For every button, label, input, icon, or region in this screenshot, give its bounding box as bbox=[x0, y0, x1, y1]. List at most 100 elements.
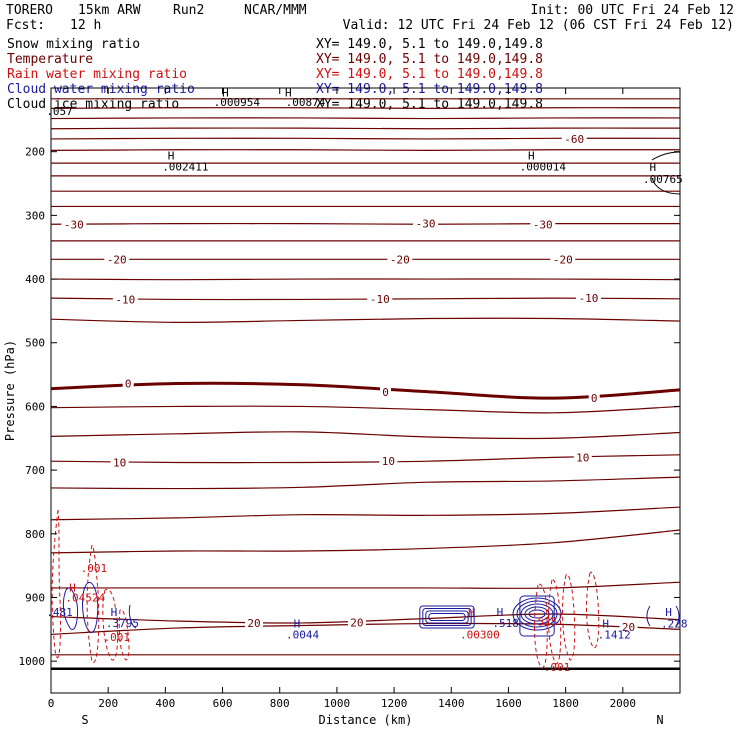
isotherm-label-bg bbox=[347, 616, 366, 629]
cloud-water-contour bbox=[62, 587, 79, 631]
isotherm-label-bg bbox=[619, 620, 638, 633]
cloud-water-contour bbox=[519, 595, 555, 637]
extremum-label: H bbox=[69, 581, 76, 594]
y-tick-label: 1000 bbox=[19, 655, 46, 668]
isotherm-label: -60 bbox=[564, 133, 584, 146]
cloud-water-contour bbox=[520, 603, 554, 625]
isotherm-line bbox=[50, 149, 681, 152]
cloud-ice-contour bbox=[651, 177, 681, 195]
isotherm-label-bg bbox=[576, 292, 602, 305]
isotherm-line bbox=[50, 278, 681, 281]
x-tick-label: 600 bbox=[213, 697, 233, 710]
x-tick-label: 0 bbox=[48, 697, 55, 710]
extremum-label: .228 bbox=[661, 618, 688, 631]
extremum-label: .00874 bbox=[286, 96, 326, 109]
extremum-label: .3795 bbox=[106, 617, 139, 630]
rain-water-contour bbox=[51, 509, 62, 658]
isotherm-label: -20 bbox=[553, 253, 573, 266]
isotherm-label: 0 bbox=[382, 386, 389, 399]
isotherm-label-bg bbox=[244, 616, 263, 629]
extremum-label: .00300 bbox=[460, 628, 500, 641]
extremum-label: H bbox=[111, 606, 118, 619]
isotherm-label: -30 bbox=[64, 218, 84, 231]
isotherm-line bbox=[50, 506, 681, 521]
init-time: Init: 00 UTC Fri 24 Feb 12 bbox=[530, 3, 735, 18]
rain-water-contour bbox=[102, 588, 119, 661]
plot-frame bbox=[50, 87, 681, 694]
legend-entry: Snow mixing ratio bbox=[7, 37, 140, 52]
isotherm-label: -10 bbox=[370, 293, 390, 306]
extremum-label: .002411 bbox=[162, 160, 208, 173]
legend-xy: XY= 149.0, 5.1 to 149.0,149.8 bbox=[316, 37, 543, 52]
cloud-ice-contour bbox=[651, 151, 681, 161]
forecast-hours: 12 h bbox=[70, 18, 102, 33]
extremum-label: .481 bbox=[46, 606, 73, 619]
org-label: NCAR/MMM bbox=[244, 3, 307, 18]
isotherm-line bbox=[50, 581, 681, 589]
legend-entry: Cloud water mixing ratio bbox=[7, 82, 195, 97]
extremum-label: .04524 bbox=[65, 591, 105, 604]
extremum-label: H bbox=[168, 150, 175, 163]
extremum-label: .001 bbox=[81, 562, 108, 575]
isotherm-line bbox=[50, 117, 681, 120]
cloud-water-contour bbox=[419, 605, 475, 629]
extremum-label: H bbox=[602, 618, 609, 631]
isotherm-label-bg bbox=[379, 455, 398, 468]
x-tick-label: 1400 bbox=[438, 697, 465, 710]
y-tick-label: 500 bbox=[25, 337, 45, 350]
cloud-water-contour bbox=[528, 609, 546, 619]
isotherm-label-bg bbox=[122, 377, 134, 390]
isotherm-label: -30 bbox=[416, 218, 436, 231]
legend-xy: XY= 149.0, 5.1 to 149.0,149.8 bbox=[316, 82, 543, 97]
isotherm-line bbox=[50, 405, 681, 414]
model-title: TORERO bbox=[6, 3, 53, 18]
x-endpoint-south: S bbox=[81, 713, 88, 727]
isotherm-label-bg bbox=[561, 132, 587, 145]
isotherm-label-bg bbox=[573, 451, 592, 464]
cloud-water-contour bbox=[512, 597, 562, 631]
x-endpoint-north: N bbox=[656, 713, 663, 727]
isotherm-line bbox=[50, 476, 681, 490]
x-tick-label: 1800 bbox=[552, 697, 579, 710]
y-tick-label: 200 bbox=[25, 146, 45, 159]
extremum-label: H bbox=[528, 150, 535, 163]
extremum-label: H bbox=[222, 86, 229, 99]
extremum-label: .1412 bbox=[598, 628, 631, 641]
isotherm-label-bg bbox=[61, 218, 87, 231]
isotherm-label-bg bbox=[550, 253, 576, 266]
y-tick-label: 900 bbox=[25, 591, 45, 604]
valid-time: Valid: 12 UTC Fri 24 Feb 12 (06 CST Fri … bbox=[342, 18, 734, 33]
rain-water-contour bbox=[86, 544, 100, 664]
x-tick-label: 1000 bbox=[324, 697, 351, 710]
cloud-water-contour bbox=[422, 608, 472, 626]
isotherm-label-bg bbox=[530, 218, 556, 231]
isotherm-line bbox=[50, 381, 681, 400]
forecast-label: Fcst: bbox=[6, 18, 46, 33]
isotherm-label: -20 bbox=[107, 253, 127, 266]
extremum-label: H bbox=[650, 161, 657, 174]
resolution-label: 15km ARW bbox=[78, 3, 141, 18]
y-tick-label: 600 bbox=[25, 400, 45, 413]
rain-water-contour bbox=[548, 579, 562, 665]
extremum-label: .000014 bbox=[520, 160, 567, 173]
isotherm-label: -10 bbox=[579, 292, 599, 305]
isotherm-label-bg bbox=[367, 292, 393, 305]
isotherm-line bbox=[50, 127, 681, 130]
extremum-label: H bbox=[665, 606, 672, 619]
isotherm-label: 0 bbox=[591, 392, 598, 405]
isotherm-label-bg bbox=[413, 217, 439, 230]
extremum-label: H bbox=[294, 618, 301, 631]
isotherm-label: 20 bbox=[622, 621, 635, 634]
x-tick-label: 400 bbox=[155, 697, 175, 710]
run-label: Run2 bbox=[173, 3, 205, 18]
legend-xy: XY= 149.0, 5.1 to 149.0,149.8 bbox=[316, 52, 543, 67]
extremum-label: .525 bbox=[531, 616, 558, 629]
extremum-label: .000954 bbox=[214, 96, 261, 109]
rain-water-contour bbox=[586, 571, 600, 649]
rain-water-contour bbox=[562, 573, 576, 661]
isotherm-line bbox=[50, 317, 681, 323]
x-tick-label: 1600 bbox=[495, 697, 522, 710]
isotherm-label: -20 bbox=[390, 253, 410, 266]
cloud-water-contour bbox=[128, 604, 137, 629]
